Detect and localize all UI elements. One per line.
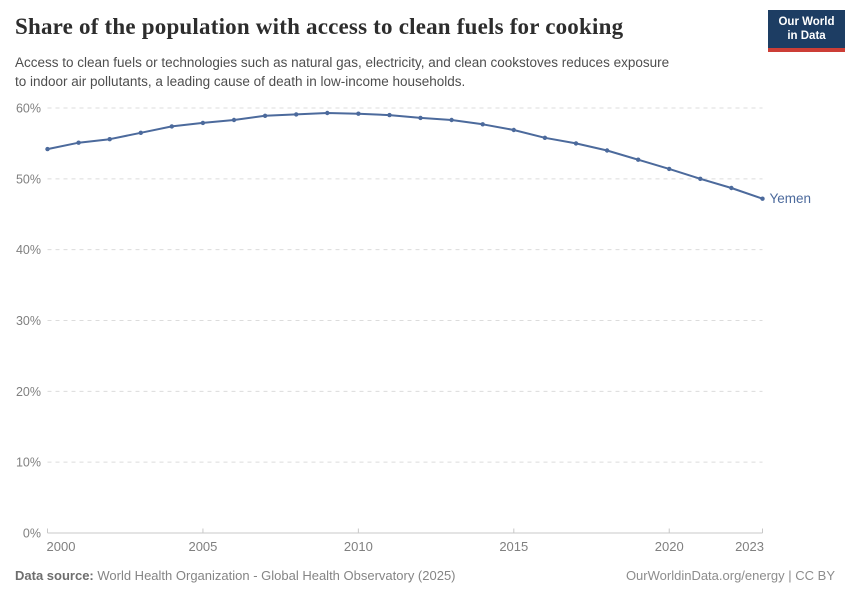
owid-logo-line1: Our World	[778, 15, 835, 28]
entity-label[interactable]: Yemen	[770, 191, 812, 206]
subtitle-line-2: to indoor air pollutants, a leading caus…	[15, 74, 466, 90]
y-tick-label: 0%	[23, 527, 41, 541]
chart-subtitle: Access to clean fuels or technologies su…	[15, 53, 755, 91]
data-point[interactable]	[325, 110, 330, 116]
data-point[interactable]	[45, 146, 50, 152]
data-point[interactable]	[449, 117, 454, 123]
data-point[interactable]	[636, 157, 641, 162]
data-source-label: Data source:	[15, 568, 94, 583]
y-tick-label: 50%	[16, 172, 41, 186]
data-point[interactable]	[604, 148, 610, 153]
chart-footer: Data source: World Health Organization -…	[15, 568, 835, 583]
data-point[interactable]	[667, 166, 672, 172]
license-credit[interactable]: OurWorldinData.org/energy | CC BY	[625, 568, 835, 583]
data-point[interactable]	[542, 135, 548, 140]
y-tick-label: 30%	[16, 314, 41, 328]
data-point[interactable]	[760, 196, 765, 201]
x-tick-label: 2023	[735, 539, 764, 554]
line-chart[interactable]: 0% 10% 20% 30% 40% 50% 60% 2000 2005 2010 2015 2020…	[0, 95, 850, 565]
x-tick-label: 2020	[655, 539, 684, 554]
x-axis-labels: 2000 2005 2010 2015 2020 2023	[47, 539, 765, 554]
data-point[interactable]	[294, 112, 299, 117]
x-axis	[47, 528, 763, 534]
y-tick-label: 60%	[16, 102, 41, 116]
subtitle-line-1: Access to clean fuels or technologies su…	[15, 55, 670, 70]
x-tick-label: 2000	[47, 539, 76, 554]
data-point[interactable]	[573, 141, 579, 146]
data-point[interactable]	[418, 115, 423, 121]
y-axis-labels: 0% 10% 20% 30% 40% 50% 60%	[16, 102, 41, 541]
owid-logo-line2: in Data	[787, 30, 826, 42]
data-point[interactable]	[76, 140, 81, 145]
y-tick-label: 40%	[16, 243, 41, 257]
page-title: Share of the population with access to c…	[15, 14, 624, 39]
x-tick-label: 2005	[188, 539, 217, 554]
data-point[interactable]	[200, 120, 206, 126]
y-gridlines	[47, 107, 763, 463]
data-point[interactable]	[107, 137, 112, 142]
data-point[interactable]	[480, 122, 485, 127]
y-tick-label: 20%	[16, 385, 41, 399]
data-points[interactable]	[45, 110, 765, 201]
data-point[interactable]	[262, 113, 268, 118]
x-tick-label: 2010	[344, 539, 373, 554]
data-point[interactable]	[138, 130, 143, 135]
data-source: Data source: World Health Organization -…	[15, 568, 456, 583]
data-point[interactable]	[511, 127, 516, 133]
data-point[interactable]	[698, 176, 703, 181]
data-point[interactable]	[356, 111, 361, 116]
data-point[interactable]	[729, 185, 734, 191]
x-tick-label: 2015	[499, 539, 528, 554]
data-point[interactable]	[231, 117, 237, 123]
y-tick-label: 10%	[16, 456, 41, 470]
data-source-text: World Health Organization - Global Healt…	[93, 568, 456, 583]
data-line[interactable]	[46, 112, 764, 200]
data-point[interactable]	[387, 112, 392, 118]
data-point[interactable]	[169, 124, 174, 129]
owid-logo[interactable]: Our World in Data	[768, 10, 845, 52]
